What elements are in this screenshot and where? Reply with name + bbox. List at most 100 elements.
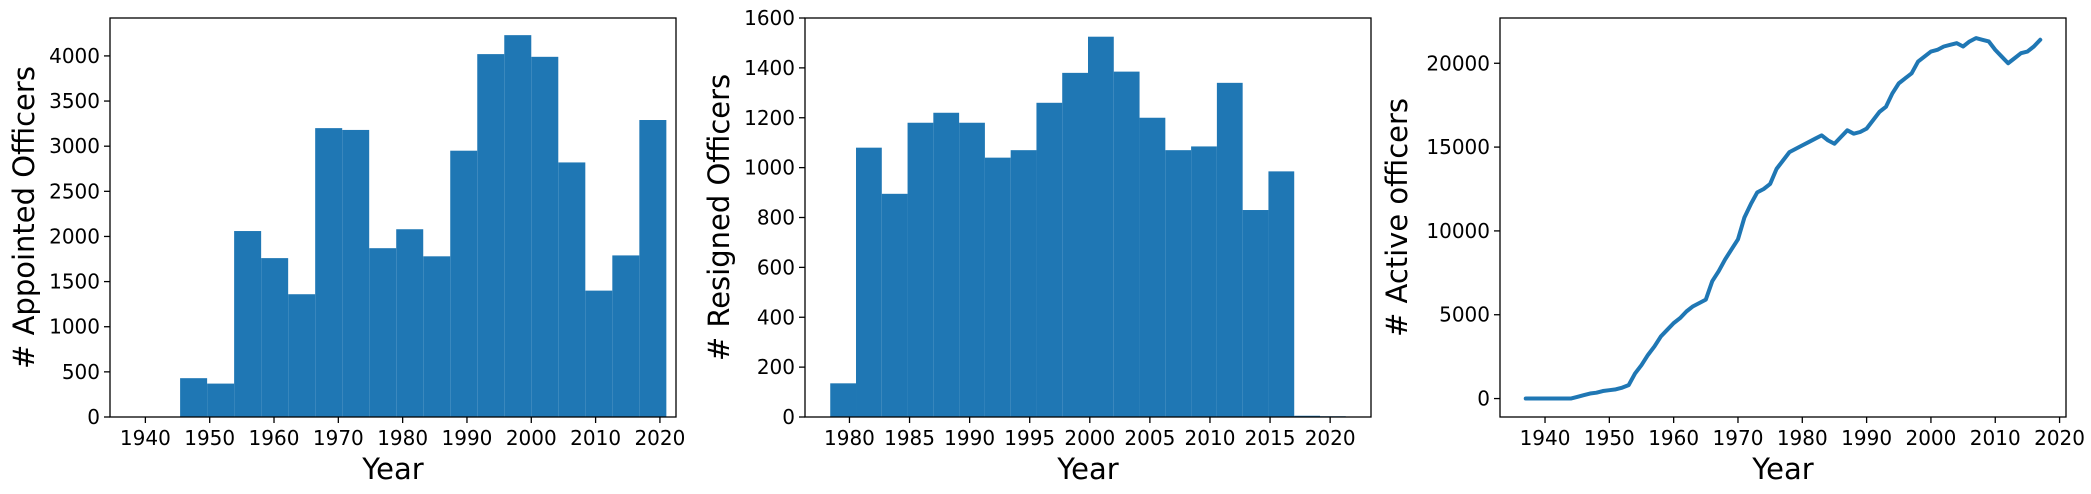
- appointed-y-tick-label: 4000: [49, 44, 100, 68]
- resigned-bar: [1062, 72, 1088, 418]
- resigned-bar: [856, 147, 882, 418]
- appointed-bar: [342, 129, 370, 417]
- active-x-tick-label: 2000: [1905, 426, 1956, 450]
- appointed-bar: [504, 35, 532, 418]
- resigned-y-tick-label: 0: [782, 405, 795, 429]
- appointed-bar: [531, 56, 559, 417]
- resigned-bar: [984, 157, 1011, 417]
- appointed-bar: [639, 120, 667, 417]
- resigned-bar: [881, 193, 908, 417]
- resigned-bar: [1165, 150, 1192, 418]
- appointed-x-tick-label: 1990: [442, 426, 493, 450]
- active-y-tick-label: 10000: [1426, 219, 1490, 243]
- appointed-y-tick-label: 1500: [49, 270, 100, 294]
- resigned-bar: [959, 122, 985, 418]
- resigned-x-tick-label: 2010: [1185, 426, 1236, 450]
- active-x-tick-label: 1960: [1648, 426, 1699, 450]
- appointed-bar: [369, 248, 397, 417]
- appointed-y-tick-label: 0: [87, 405, 100, 429]
- resigned-x-tick-label: 2020: [1305, 426, 1356, 450]
- resigned-bar: [907, 122, 934, 418]
- appointed-bar: [261, 258, 289, 417]
- appointed-x-axis-label: Year: [361, 452, 423, 486]
- appointed-x-tick-label: 2020: [634, 426, 685, 450]
- appointed-y-axis-label: # Appointed Officers: [7, 66, 41, 369]
- appointed-y-tick-label: 1000: [49, 315, 100, 339]
- chart-resigned-officers: 1980 1985 1990 1995 2000 2005 2010 2015 2020 0 20…: [702, 6, 1372, 486]
- chart-appointed-officers: 1940 1950 1960 1970 1980 1990 2000 2010 2020 0 50…: [7, 17, 685, 486]
- resigned-y-tick-label: 400: [757, 305, 795, 329]
- resigned-y-axis-label: # Resigned Officers: [702, 74, 736, 361]
- resigned-bar: [1139, 117, 1166, 417]
- appointed-axes-frame: [109, 17, 677, 418]
- appointed-bar: [396, 229, 424, 417]
- appointed-y-tick-label: 500: [62, 360, 100, 384]
- resigned-y-tick-label: 1200: [744, 106, 795, 130]
- active-x-tick-label: 2010: [1970, 426, 2021, 450]
- appointed-x-tick-label: 1960: [249, 426, 300, 450]
- resigned-x-tick-label: 1985: [884, 426, 935, 450]
- appointed-bar: [234, 231, 262, 417]
- appointed-bar: [450, 150, 478, 417]
- active-y-axis-label: # Active officers: [1380, 98, 1414, 337]
- resigned-x-tick-label: 2015: [1245, 426, 1296, 450]
- appointed-plot-area: [180, 35, 667, 418]
- appointed-bar: [585, 290, 613, 417]
- appointed-x-ticks: 1940 1950 1960 1970 1980 1990 2000 2010 2020: [120, 417, 685, 450]
- active-y-tick-label: 15000: [1426, 135, 1490, 159]
- active-y-ticks: 0 5000 10000 15000 20000: [1426, 51, 1500, 411]
- active-x-tick-label: 1950: [1584, 426, 1635, 450]
- resigned-bar: [1216, 82, 1243, 417]
- resigned-y-tick-label: 1400: [744, 56, 795, 80]
- resigned-x-tick-label: 2000: [1064, 426, 1115, 450]
- resigned-y-tick-label: 800: [757, 206, 795, 230]
- appointed-x-tick-label: 1950: [184, 426, 235, 450]
- appointed-y-ticks: 0 500 1000 1500 2000 2500 3000 3500 4000: [49, 44, 110, 429]
- active-x-tick-label: 2020: [2034, 426, 2085, 450]
- resigned-bar: [933, 112, 960, 417]
- resigned-y-tick-label: 1600: [744, 6, 795, 30]
- active-x-tick-label: 1990: [1841, 426, 1892, 450]
- resigned-y-tick-label: 200: [757, 355, 795, 379]
- resigned-x-tick-label: 1990: [944, 426, 995, 450]
- appointed-bar: [423, 256, 451, 417]
- active-plot-area: [1523, 36, 2043, 401]
- resigned-bar: [1010, 150, 1037, 418]
- active-x-axis-label: Year: [1751, 452, 1813, 486]
- resigned-bar: [1268, 171, 1295, 417]
- active-series-line: [1523, 36, 2043, 401]
- resigned-bar: [1191, 146, 1217, 417]
- appointed-y-tick-label: 3500: [49, 89, 100, 113]
- resigned-x-axis-label: Year: [1056, 452, 1118, 486]
- resigned-x-tick-label: 2005: [1124, 426, 1175, 450]
- appointed-bar: [612, 255, 640, 417]
- resigned-x-tick-label: 1995: [1004, 426, 1055, 450]
- appointed-bar: [558, 162, 586, 417]
- appointed-bar: [477, 54, 505, 418]
- resigned-bar: [1088, 36, 1114, 417]
- appointed-bar: [288, 294, 316, 417]
- resigned-y-ticks: 0 200 400 600 800 1000 1200 1400 1600: [744, 6, 805, 429]
- active-axes-frame: [1499, 17, 2067, 418]
- appointed-x-tick-label: 1980: [377, 426, 428, 450]
- active-y-tick-label: 0: [1477, 387, 1490, 411]
- chart-active-officers: 1940 1950 1960 1970 1980 1990 2000 2010 2020 0 50…: [1380, 17, 2085, 486]
- resigned-y-tick-label: 1000: [744, 156, 795, 180]
- resigned-y-tick-label: 600: [757, 255, 795, 279]
- resigned-plot-area: [830, 36, 1346, 418]
- resigned-bar: [1036, 102, 1063, 417]
- resigned-x-tick-label: 1980: [824, 426, 875, 450]
- resigned-bar: [830, 383, 857, 417]
- active-x-ticks: 1940 1950 1960 1970 1980 1990 2000 2010 2020: [1520, 417, 2085, 450]
- active-y-tick-label: 5000: [1439, 303, 1490, 327]
- appointed-y-tick-label: 2000: [49, 224, 100, 248]
- resigned-bar: [1242, 210, 1269, 417]
- active-x-tick-label: 1970: [1713, 426, 1764, 450]
- appointed-x-tick-label: 2010: [570, 426, 621, 450]
- appointed-x-tick-label: 1940: [120, 426, 171, 450]
- active-y-tick-label: 20000: [1426, 51, 1490, 75]
- appointed-bar: [315, 128, 343, 417]
- appointed-y-tick-label: 2500: [49, 179, 100, 203]
- appointed-bar: [207, 383, 235, 417]
